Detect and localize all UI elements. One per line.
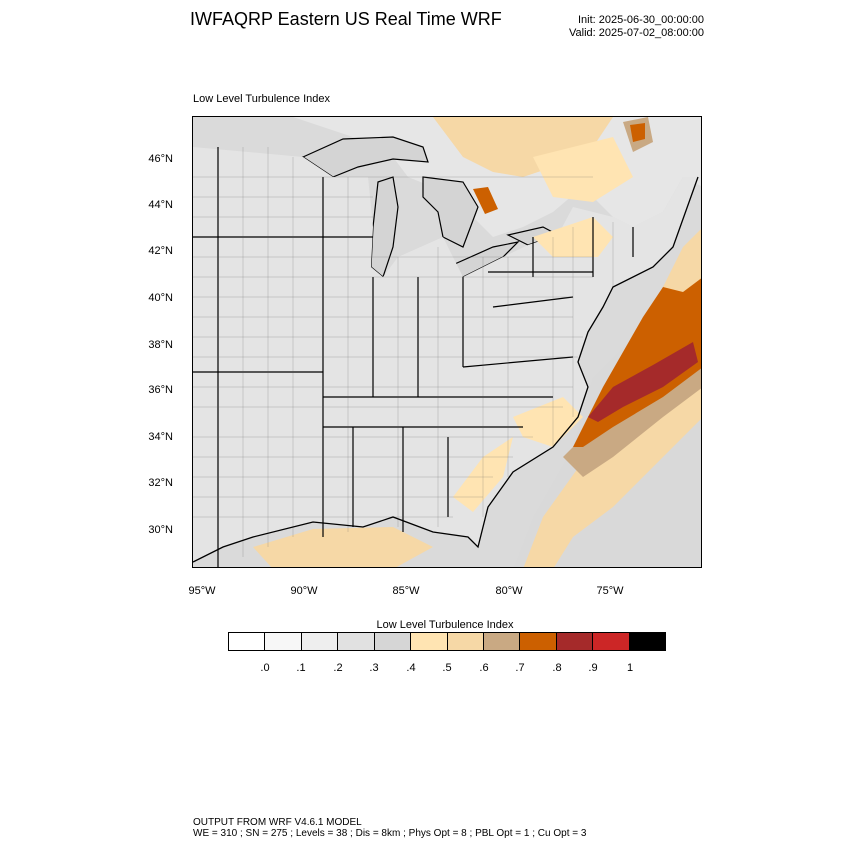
run-info: Init: 2025-06-30_00:00:00 Valid: 2025-07… bbox=[569, 14, 704, 40]
legend-swatch-9 bbox=[556, 633, 594, 650]
canada-warm-area-2 bbox=[533, 137, 633, 202]
panel-title: Low Level Turbulence Index bbox=[193, 93, 330, 105]
lon-label-80w: 80°W bbox=[495, 585, 523, 597]
lat-label-40n: 40°N bbox=[148, 292, 173, 304]
legend-swatch-8 bbox=[520, 633, 557, 650]
turbulence-map bbox=[193, 117, 701, 567]
lake-huron bbox=[422, 176, 479, 248]
lat-label-42n: 42°N bbox=[148, 245, 173, 257]
lon-label-85w: 85°W bbox=[392, 585, 420, 597]
lat-label-38n: 38°N bbox=[148, 339, 173, 351]
ocean-warm-north bbox=[663, 229, 701, 292]
coastline bbox=[193, 176, 699, 563]
lat-label-36n: 36°N bbox=[148, 384, 173, 396]
legend-tick-6: .6 bbox=[479, 662, 489, 674]
legend-tick-4: .4 bbox=[406, 662, 416, 674]
legend-swatch-4 bbox=[374, 633, 412, 650]
lake-superior bbox=[301, 136, 429, 178]
county-grid bbox=[193, 147, 614, 557]
lon-label-90w: 90°W bbox=[290, 585, 318, 597]
lon-label-75w: 75°W bbox=[596, 585, 624, 597]
legend-tick-10: 1 bbox=[626, 662, 634, 674]
legend-swatch-0 bbox=[229, 633, 266, 650]
model-info-footer: OUTPUT FROM WRF V4.6.1 MODEL WE = 310 ; … bbox=[193, 817, 586, 839]
legend-swatch-2 bbox=[301, 633, 339, 650]
legend-tick-0: .0 bbox=[260, 662, 270, 674]
lake-michigan bbox=[370, 176, 399, 279]
map-panel bbox=[192, 116, 702, 568]
legend-title: Low Level Turbulence Index bbox=[376, 619, 514, 631]
legend-tick-5: .5 bbox=[442, 662, 452, 674]
lat-label-30n: 30°N bbox=[148, 524, 173, 536]
footer-line-model: OUTPUT FROM WRF V4.6.1 MODEL bbox=[193, 817, 362, 828]
legend-colorbar bbox=[228, 632, 666, 651]
lake-hotspot bbox=[473, 187, 498, 214]
main-title: IWFAQRP Eastern US Real Time WRF bbox=[190, 9, 502, 29]
valid-time: Valid: 2025-07-02_08:00:00 bbox=[569, 27, 704, 39]
init-time: Init: 2025-06-30_00:00:00 bbox=[578, 14, 704, 26]
legend-tick-9: .9 bbox=[588, 662, 598, 674]
lon-label-95w: 95°W bbox=[188, 585, 216, 597]
legend-swatch-1 bbox=[265, 633, 302, 650]
canada-warm-area bbox=[433, 117, 613, 177]
legend-swatch-11 bbox=[629, 633, 666, 650]
legend-tick-7: .7 bbox=[515, 662, 525, 674]
legend-swatch-3 bbox=[338, 633, 375, 650]
legend-tick-1: .1 bbox=[296, 662, 306, 674]
legend-swatch-5 bbox=[411, 633, 448, 650]
inland-band-05-carolina bbox=[513, 397, 583, 447]
footer-line-config: WE = 310 ; SN = 275 ; Levels = 38 ; Dis … bbox=[193, 828, 587, 839]
legend-swatch-10 bbox=[593, 633, 630, 650]
lat-label-46n: 46°N bbox=[148, 153, 173, 165]
legend-swatch-6 bbox=[447, 633, 484, 650]
legend-tick-8: .8 bbox=[552, 662, 562, 674]
legend-tick-3: .3 bbox=[369, 662, 379, 674]
lat-label-34n: 34°N bbox=[148, 431, 173, 443]
lat-label-44n: 44°N bbox=[148, 199, 173, 211]
gulf-warm bbox=[253, 527, 433, 567]
northeast-hotspot-core bbox=[630, 123, 645, 142]
ocean-band-09 bbox=[588, 342, 698, 422]
legend-swatch-7 bbox=[483, 633, 521, 650]
lat-label-32n: 32°N bbox=[148, 477, 173, 489]
legend-tick-2: .2 bbox=[333, 662, 343, 674]
